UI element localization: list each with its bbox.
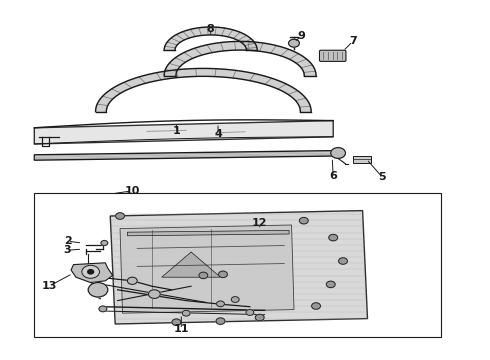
Circle shape	[127, 277, 137, 284]
Circle shape	[116, 213, 124, 219]
Polygon shape	[127, 230, 289, 236]
Polygon shape	[164, 41, 316, 76]
Text: 13: 13	[41, 281, 57, 291]
Polygon shape	[34, 150, 343, 160]
Circle shape	[182, 310, 190, 316]
Circle shape	[255, 314, 264, 321]
Circle shape	[299, 217, 308, 224]
Circle shape	[326, 281, 335, 288]
Circle shape	[331, 148, 345, 158]
Circle shape	[88, 270, 94, 274]
Text: 11: 11	[173, 324, 189, 334]
Circle shape	[216, 318, 225, 324]
Circle shape	[88, 283, 108, 297]
Text: 7: 7	[349, 36, 357, 46]
Text: 9: 9	[297, 31, 305, 41]
Text: 12: 12	[252, 218, 268, 228]
Circle shape	[148, 290, 160, 298]
Circle shape	[219, 271, 227, 278]
Circle shape	[329, 234, 338, 241]
Polygon shape	[162, 252, 220, 277]
Circle shape	[289, 39, 299, 47]
Circle shape	[101, 240, 108, 246]
Polygon shape	[110, 211, 368, 324]
Text: 8: 8	[207, 24, 215, 34]
Polygon shape	[96, 68, 311, 112]
Text: 1: 1	[172, 126, 180, 136]
Text: 6: 6	[329, 171, 337, 181]
Circle shape	[312, 303, 320, 309]
Polygon shape	[164, 27, 257, 50]
Circle shape	[172, 319, 181, 325]
FancyBboxPatch shape	[319, 50, 346, 61]
Circle shape	[99, 306, 107, 312]
Text: 2: 2	[64, 236, 72, 246]
Bar	[34, 193, 441, 337]
Circle shape	[82, 265, 99, 278]
Circle shape	[339, 258, 347, 264]
Circle shape	[217, 301, 224, 307]
Text: 10: 10	[124, 186, 140, 196]
Polygon shape	[120, 225, 294, 313]
Polygon shape	[34, 121, 333, 144]
Polygon shape	[71, 263, 113, 283]
Text: 5: 5	[378, 172, 386, 182]
Text: 3: 3	[64, 245, 72, 255]
Circle shape	[199, 272, 208, 279]
Bar	[353, 156, 371, 163]
Circle shape	[246, 310, 254, 315]
Text: 4: 4	[214, 129, 222, 139]
Circle shape	[231, 297, 239, 302]
